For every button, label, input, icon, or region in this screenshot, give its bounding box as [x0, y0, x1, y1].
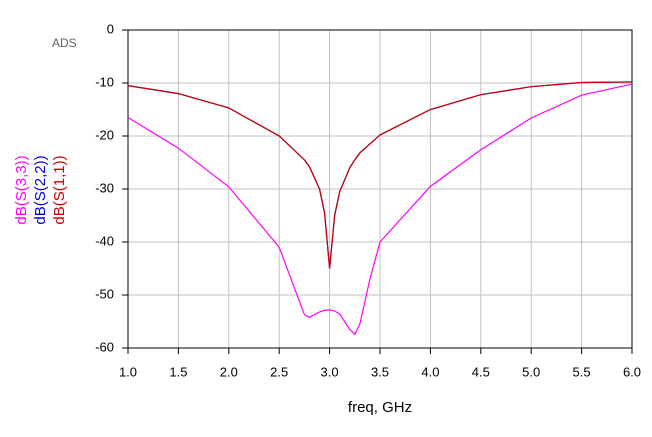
plot-frame: [127, 29, 633, 349]
legend-entry: dB(S(2,2)): [32, 155, 49, 224]
x-tick-label: 1.0: [119, 364, 137, 379]
watermark: ADS: [52, 36, 77, 50]
legend-entry: dB(S(3,3)): [13, 155, 30, 224]
x-tick-label: 4.5: [472, 364, 490, 379]
x-tick-label: 5.0: [522, 364, 540, 379]
y-tick-label: -60: [95, 339, 114, 354]
y-tick-label: -10: [95, 74, 114, 89]
x-tick-label: 6.0: [623, 364, 641, 379]
x-axis-label: freq, GHz: [348, 399, 412, 416]
y-tick-label: -50: [95, 286, 114, 301]
y-tick-label: 0: [107, 21, 114, 36]
x-tick-label: 1.5: [169, 364, 187, 379]
y-tick-label: -30: [95, 180, 114, 195]
series-line: [127, 83, 633, 336]
x-tick-label: 3.5: [371, 364, 389, 379]
x-tick-label: 3.0: [321, 364, 339, 379]
series-line: [127, 81, 633, 269]
x-tick-label: 5.5: [573, 364, 591, 379]
x-tick-label: 4.0: [421, 364, 439, 379]
x-tick-label: 2.0: [220, 364, 238, 379]
y-tick-label: -20: [95, 127, 114, 142]
legend-entry: dB(S(1,1)): [51, 155, 68, 224]
y-tick-label: -40: [95, 233, 114, 248]
x-tick-label: 2.5: [270, 364, 288, 379]
